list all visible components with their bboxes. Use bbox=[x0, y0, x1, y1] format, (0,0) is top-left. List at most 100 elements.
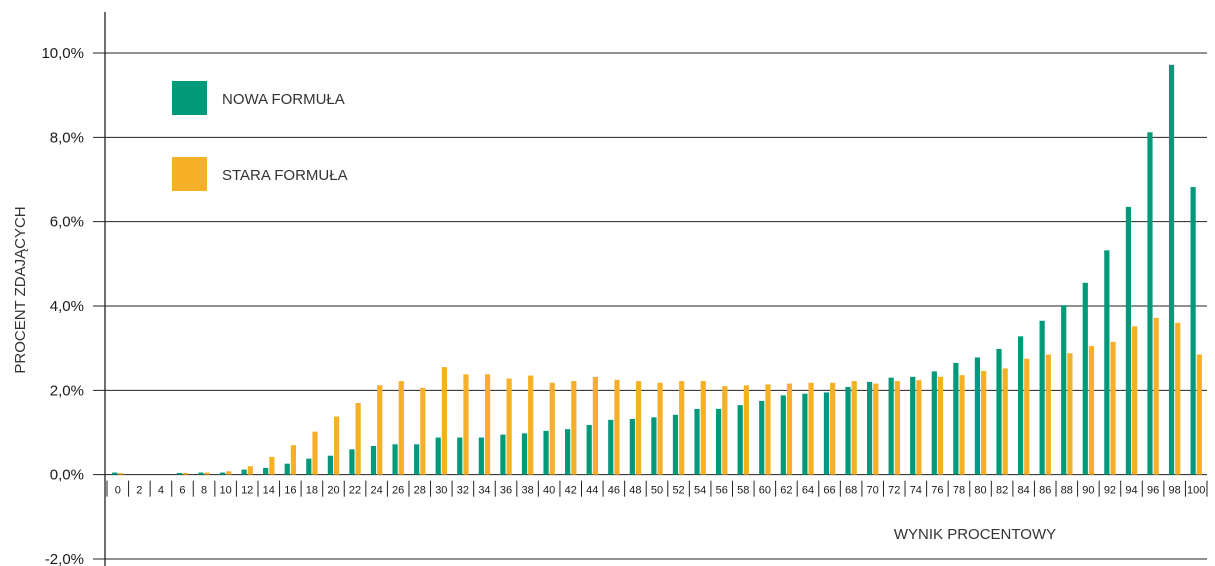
x-tick-label: 26 bbox=[392, 485, 404, 497]
bar-stara bbox=[118, 472, 124, 475]
bar-nowa bbox=[241, 469, 247, 475]
x-tick-label: 76 bbox=[931, 485, 943, 497]
bar-stara bbox=[247, 466, 253, 475]
x-tick-label: 36 bbox=[500, 485, 512, 497]
bar-nowa bbox=[823, 392, 830, 475]
legend-label-nowa: NOWA FORMUŁA bbox=[222, 91, 345, 108]
x-tick-label: 22 bbox=[349, 485, 361, 497]
x-axis-title: WYNIK PROCENTOWY bbox=[894, 526, 1056, 543]
x-tick-label: 84 bbox=[1018, 485, 1030, 497]
bar-nowa bbox=[608, 419, 614, 475]
bar-nowa bbox=[1104, 250, 1110, 475]
x-tick-label: 64 bbox=[802, 485, 814, 497]
bar-stara bbox=[722, 386, 728, 475]
x-tick-label: 72 bbox=[888, 485, 900, 497]
bar-stara bbox=[506, 378, 512, 475]
bar-stara bbox=[1132, 326, 1138, 475]
bar-nowa bbox=[586, 424, 592, 475]
x-tick-label: 82 bbox=[996, 485, 1008, 497]
x-tick-label: 50 bbox=[651, 485, 663, 497]
bar-stara bbox=[916, 380, 922, 475]
bar-nowa bbox=[651, 417, 657, 475]
bar-stara bbox=[571, 381, 577, 475]
bar-nowa bbox=[521, 433, 528, 475]
bar-stara bbox=[204, 472, 210, 475]
x-tick-label: 8 bbox=[201, 485, 207, 497]
x-tick-label: 80 bbox=[974, 485, 986, 497]
bar-stara bbox=[1002, 368, 1008, 475]
bar-nowa bbox=[349, 449, 355, 475]
bar-stara bbox=[1088, 346, 1095, 475]
bar-nowa bbox=[176, 472, 182, 475]
bar-nowa bbox=[759, 400, 765, 475]
bar-nowa bbox=[1017, 336, 1024, 475]
bar-nowa bbox=[996, 349, 1002, 475]
bar-stara bbox=[743, 385, 749, 475]
bar-stara bbox=[1196, 354, 1202, 475]
x-tick-label: 56 bbox=[716, 485, 728, 497]
legend-swatch-stara bbox=[172, 157, 207, 191]
bar-nowa bbox=[198, 472, 204, 475]
bar-stara bbox=[463, 374, 469, 475]
x-tick-label: 92 bbox=[1104, 485, 1116, 497]
bar-nowa bbox=[1061, 305, 1067, 475]
bar-nowa bbox=[565, 429, 571, 475]
bar-stara bbox=[592, 376, 598, 475]
y-tick-label: -2,0% bbox=[45, 551, 84, 566]
y-tick-labels: 10,0% 8,0% 6,0% 4,0% 2,0% 0,0% -2,0% bbox=[41, 45, 84, 566]
x-tick-label: 86 bbox=[1039, 485, 1051, 497]
bar-nowa bbox=[910, 376, 916, 475]
bar-nowa bbox=[1082, 282, 1088, 475]
y-tick-label: 4,0% bbox=[50, 298, 84, 315]
bar-stara bbox=[355, 402, 361, 475]
bar-stara bbox=[786, 383, 793, 475]
x-tick-label: 94 bbox=[1125, 485, 1137, 497]
bar-stara bbox=[420, 387, 426, 475]
bar-nowa bbox=[112, 472, 118, 475]
bar-nowa bbox=[888, 377, 894, 475]
bar-nowa bbox=[327, 455, 333, 475]
x-tick-label: 68 bbox=[845, 485, 857, 497]
x-tick-label: 100 bbox=[1187, 485, 1205, 497]
x-tick-label: 12 bbox=[241, 485, 253, 497]
bar-stara bbox=[312, 431, 318, 475]
bar-nowa bbox=[672, 414, 679, 475]
bar-stara bbox=[1067, 353, 1073, 475]
gridlines bbox=[93, 52, 1207, 560]
bar-stara bbox=[1045, 354, 1051, 475]
bar-nowa bbox=[1147, 132, 1153, 475]
x-tick-label: 90 bbox=[1082, 485, 1094, 497]
x-tick-label: 2 bbox=[136, 485, 142, 497]
x-tick-label: 42 bbox=[565, 485, 577, 497]
y-tick-label: 6,0% bbox=[50, 214, 84, 231]
bar-stara bbox=[549, 382, 555, 475]
bar-nowa bbox=[457, 437, 463, 475]
bar-nowa bbox=[694, 408, 700, 475]
bar-stara bbox=[182, 472, 189, 475]
bar-stara bbox=[937, 376, 944, 475]
bar-nowa bbox=[435, 437, 441, 475]
x-tick-label: 34 bbox=[478, 485, 490, 497]
bar-stara bbox=[528, 375, 534, 475]
bar-stara bbox=[226, 471, 232, 475]
x-tick-label: 24 bbox=[370, 485, 382, 497]
bar-nowa bbox=[1190, 187, 1196, 475]
bar-nowa bbox=[284, 463, 290, 475]
bar-stara bbox=[269, 456, 275, 475]
x-tick-label: 96 bbox=[1147, 485, 1159, 497]
bar-stara bbox=[851, 381, 857, 475]
bar-nowa bbox=[866, 381, 873, 475]
x-tick-label: 74 bbox=[910, 485, 922, 497]
bar-nowa bbox=[802, 393, 808, 475]
x-tick-label: 46 bbox=[608, 485, 620, 497]
y-tick-label: 8,0% bbox=[50, 129, 84, 146]
x-tick-label: 54 bbox=[694, 485, 706, 497]
x-tick-label: 98 bbox=[1169, 485, 1181, 497]
bar-nowa bbox=[219, 472, 226, 475]
x-tick-label: 52 bbox=[672, 485, 684, 497]
bar-nowa bbox=[629, 419, 635, 475]
bar-nowa bbox=[1125, 206, 1132, 475]
bar-stara bbox=[657, 382, 663, 475]
x-tick-label: 14 bbox=[263, 485, 275, 497]
